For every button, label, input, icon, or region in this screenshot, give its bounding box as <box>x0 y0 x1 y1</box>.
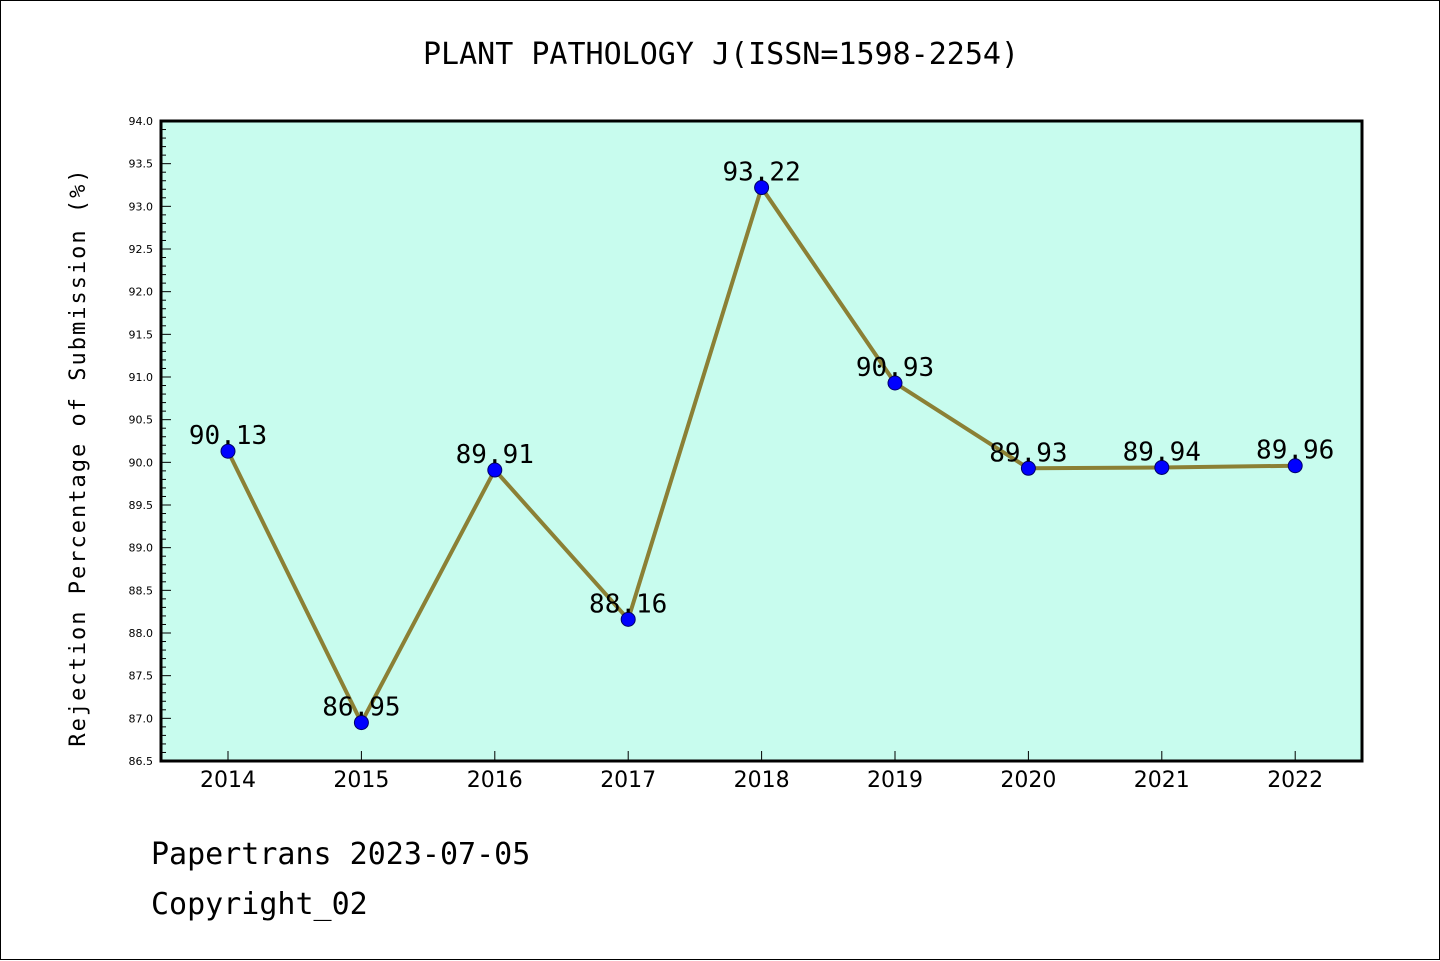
chart-title: PLANT PATHOLOGY J(ISSN=1598-2254) <box>422 37 1020 72</box>
y-tick-label: 94.0 <box>129 115 154 128</box>
y-tick-label: 87.0 <box>129 712 154 725</box>
y-tick-label: 88.0 <box>129 627 154 640</box>
data-label: 90.13 <box>189 421 267 451</box>
data-point-marker <box>1154 459 1170 475</box>
data-point-marker <box>353 715 369 731</box>
data-point-marker <box>220 443 236 459</box>
footer-copyright: Copyright_02 <box>151 887 368 922</box>
data-label: 89.93 <box>989 438 1067 468</box>
data-labels: 90.13 86.95 89.91 88.16 93.22 90.93 89.93 89.94… <box>189 158 1334 723</box>
data-label: 90.93 <box>856 353 934 383</box>
x-tick-label: 2022 <box>1267 768 1323 793</box>
data-label: 86.95 <box>322 693 400 723</box>
x-tick-label: 2014 <box>200 768 256 793</box>
x-tick-label: 2017 <box>600 768 656 793</box>
y-axis-title: Rejection Percentage of Submission (%) <box>66 167 91 746</box>
y-tick-label: 91.0 <box>129 371 154 384</box>
data-label: 89.91 <box>456 440 534 470</box>
plot-area <box>161 121 1362 761</box>
y-tick-label: 93.5 <box>129 158 154 171</box>
y-axis: 86.5 87.0 87.5 88.0 88.5 89.0 89.5 90.0 90.5 91.0… <box>129 115 171 768</box>
data-series <box>220 180 1303 731</box>
data-point-marker <box>487 462 503 478</box>
y-tick-label: 86.5 <box>129 755 154 768</box>
plot-border <box>159 119 1364 763</box>
footer-date: Papertrans 2023-07-05 <box>151 837 531 872</box>
data-point-marker <box>887 375 903 391</box>
x-tick-label: 2015 <box>333 768 389 793</box>
data-point-marker <box>754 180 770 196</box>
data-point-marker <box>1020 460 1036 476</box>
y-tick-label: 89.0 <box>129 542 154 555</box>
y-tick-label: 91.5 <box>129 328 154 341</box>
data-point-marker <box>1287 458 1303 474</box>
y-tick-label: 88.5 <box>129 584 154 597</box>
data-label: 89.94 <box>1123 437 1201 467</box>
x-tick-label: 2021 <box>1134 768 1190 793</box>
data-point-marker <box>620 611 636 627</box>
x-tick-label: 2019 <box>867 768 923 793</box>
y-tick-label: 93.0 <box>129 200 154 213</box>
y-tick-label: 87.5 <box>129 670 154 683</box>
x-tick-label: 2016 <box>467 768 523 793</box>
x-tick-label: 2020 <box>1000 768 1056 793</box>
y-tick-label: 92.0 <box>129 286 154 299</box>
y-tick-label: 92.5 <box>129 243 154 256</box>
y-tick-label: 90.0 <box>129 456 154 469</box>
data-label: 93.22 <box>722 158 800 188</box>
data-label: 88.16 <box>589 589 667 619</box>
y-tick-label: 90.5 <box>129 414 154 427</box>
data-label: 89.96 <box>1256 436 1334 466</box>
x-axis: 2014 2015 2016 2017 2018 2019 2020 2021 2022 <box>200 751 1323 793</box>
x-tick-label: 2018 <box>734 768 790 793</box>
y-tick-label: 89.5 <box>129 499 154 512</box>
